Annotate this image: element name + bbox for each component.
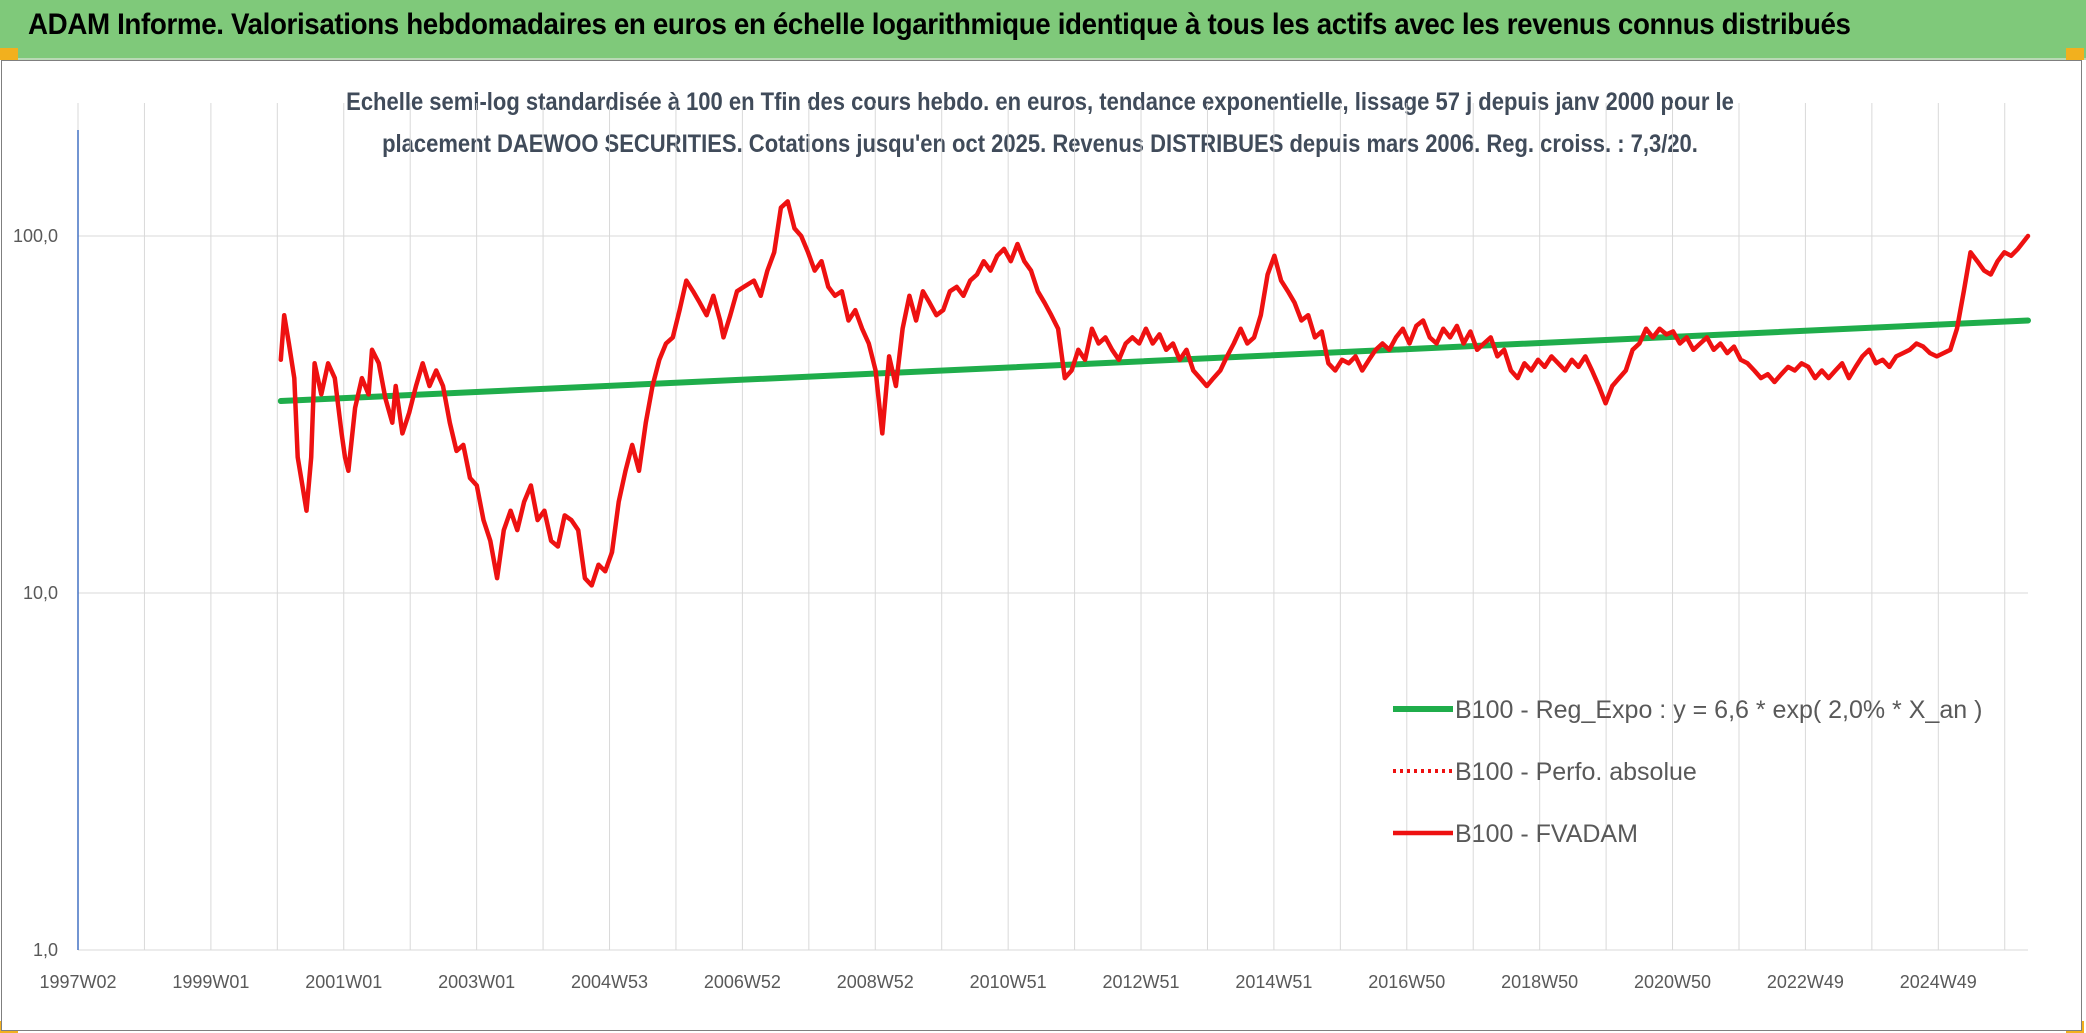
x-tick-label: 2003W01 (438, 972, 515, 992)
x-tick-label: 2022W49 (1767, 972, 1844, 992)
trend-line (277, 317, 2031, 404)
x-tick-label: 2004W53 (571, 972, 648, 992)
legend-label: B100 - Perfo. absolue (1455, 758, 1697, 786)
x-tick-label: 2014W51 (1235, 972, 1312, 992)
series-lines (277, 199, 2031, 588)
y-tick-label: 1,0 (33, 940, 58, 960)
grid-lines (77, 103, 2028, 951)
price-line (278, 199, 2031, 588)
header-banner: ADAM Informe. Valorisations hebdomadaire… (0, 0, 2086, 60)
x-tick-label: 2008W52 (837, 972, 914, 992)
x-tick-label: 2001W01 (305, 972, 382, 992)
x-tick-label: 2018W50 (1501, 972, 1578, 992)
legend-label: B100 - Reg_Expo : y = 6,6 * exp( 2,0% * … (1455, 696, 1982, 724)
legend: B100 - Reg_Expo : y = 6,6 * exp( 2,0% * … (1393, 696, 1982, 848)
x-tick-label: 1999W01 (172, 972, 249, 992)
legend-label: B100 - FVADAM (1455, 820, 1638, 848)
chart-frame (1, 60, 2082, 1031)
y-tick-label: 10,0 (23, 583, 58, 603)
x-tick-label: 2020W50 (1634, 972, 1711, 992)
axes: 1997W02 1999W01 2001W01 2003W01 2004W53 2006W… (13, 130, 1977, 992)
x-tick-label: 2024W49 (1900, 972, 1977, 992)
x-tick-label: 2010W51 (970, 972, 1047, 992)
corner-marker-left (0, 48, 18, 60)
x-tick-label: 1997W02 (39, 972, 116, 992)
x-tick-label: 2012W51 (1103, 972, 1180, 992)
x-tick-label: 2016W50 (1368, 972, 1445, 992)
page-title: ADAM Informe. Valorisations hebdomadaire… (28, 8, 1851, 41)
chart-subtitle-line-2: placement DAEWOO SECURITIES. Cotations j… (382, 130, 1698, 158)
x-tick-label: 2006W52 (704, 972, 781, 992)
y-tick-label: 100,0 (13, 226, 58, 246)
chart-subtitle-line-1: Echelle semi-log standardisée à 100 en T… (346, 88, 1734, 116)
corner-marker-right (2066, 48, 2084, 60)
